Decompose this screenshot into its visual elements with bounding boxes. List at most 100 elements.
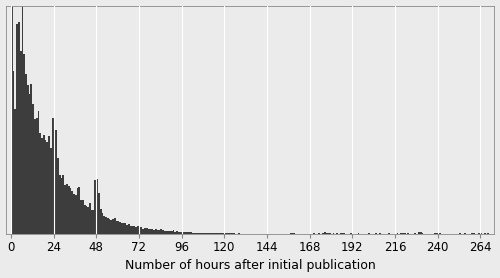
Bar [24, 54, 25, 234]
Bar [222, 233, 224, 234]
Bar [208, 233, 210, 234]
Bar [92, 210, 94, 234]
Bar [204, 233, 206, 234]
Bar [188, 232, 190, 234]
Bar [78, 187, 80, 234]
Bar [480, 233, 482, 234]
Bar [72, 191, 73, 234]
Bar [34, 119, 36, 234]
Bar [118, 221, 120, 234]
Bar [171, 231, 172, 234]
Bar [48, 136, 50, 234]
Bar [38, 111, 40, 234]
Bar [464, 233, 466, 234]
Bar [388, 233, 390, 234]
Bar [187, 232, 188, 234]
Bar [480, 233, 482, 234]
Bar [142, 229, 144, 234]
Bar [128, 224, 130, 234]
Bar [27, 85, 28, 234]
Bar [12, 71, 14, 234]
Bar [41, 138, 43, 234]
Bar [89, 203, 91, 234]
Bar [102, 212, 103, 234]
Bar [32, 104, 34, 234]
Bar [396, 233, 398, 234]
Bar [128, 224, 130, 234]
Bar [198, 233, 200, 234]
Bar [400, 233, 402, 234]
Bar [172, 230, 174, 234]
Bar [313, 233, 315, 234]
Bar [172, 230, 174, 234]
Bar [38, 111, 40, 234]
Bar [344, 233, 345, 234]
Bar [36, 118, 38, 234]
Bar [68, 186, 70, 234]
Bar [200, 233, 201, 234]
Bar [144, 228, 146, 234]
Bar [102, 212, 103, 234]
Bar [112, 219, 114, 234]
Bar [20, 51, 21, 234]
Bar [190, 232, 192, 234]
Bar [64, 185, 66, 234]
Bar [418, 232, 420, 234]
Bar [203, 233, 204, 234]
Bar [72, 191, 73, 234]
Bar [180, 232, 182, 234]
Bar [166, 231, 168, 234]
Bar [214, 233, 216, 234]
Bar [176, 231, 178, 234]
Bar [46, 142, 48, 234]
Bar [28, 94, 30, 234]
Bar [326, 233, 328, 234]
Bar [126, 225, 128, 234]
Bar [216, 233, 217, 234]
Bar [84, 205, 86, 234]
Bar [112, 219, 114, 234]
Bar [196, 233, 198, 234]
Bar [107, 219, 108, 234]
Bar [217, 233, 219, 234]
Bar [114, 218, 116, 234]
Bar [98, 193, 100, 234]
Bar [148, 229, 150, 234]
Bar [134, 226, 136, 234]
Bar [137, 226, 139, 234]
Bar [388, 233, 390, 234]
Bar [92, 210, 94, 234]
Bar [153, 230, 155, 234]
Bar [340, 233, 342, 234]
Bar [136, 227, 137, 234]
Bar [156, 230, 158, 234]
Bar [358, 233, 360, 234]
Bar [169, 231, 171, 234]
Bar [89, 203, 91, 234]
Bar [132, 227, 134, 234]
Bar [123, 223, 124, 234]
Bar [16, 24, 18, 234]
Bar [34, 119, 36, 234]
Bar [164, 231, 166, 234]
Bar [436, 233, 438, 234]
Bar [332, 233, 334, 234]
Bar [440, 233, 441, 234]
Bar [216, 233, 217, 234]
Bar [185, 232, 187, 234]
Bar [233, 233, 235, 234]
Bar [342, 233, 344, 234]
Bar [219, 233, 220, 234]
Bar [376, 233, 377, 234]
Bar [108, 219, 110, 234]
Bar [404, 233, 406, 234]
Bar [126, 225, 128, 234]
Bar [400, 233, 402, 234]
Bar [52, 118, 54, 234]
Bar [144, 228, 146, 234]
Bar [84, 205, 86, 234]
Bar [152, 229, 153, 234]
Bar [88, 207, 89, 234]
Bar [379, 233, 380, 234]
Bar [201, 233, 203, 234]
